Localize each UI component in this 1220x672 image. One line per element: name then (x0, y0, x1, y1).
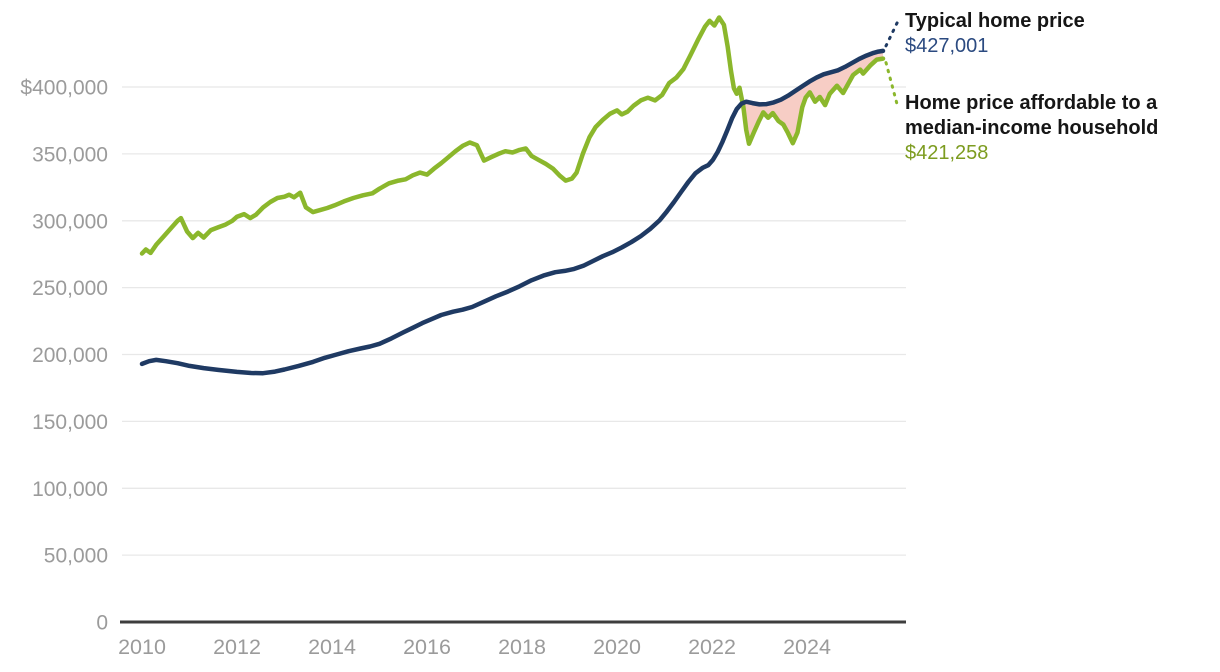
x-tick-label: 2022 (688, 635, 736, 659)
y-tick-label: $400,000 (20, 77, 108, 100)
typical-leader-line (884, 19, 900, 48)
y-tick-label: 200,000 (32, 344, 108, 367)
x-tick-label: 2012 (213, 635, 261, 659)
y-tick-label: 300,000 (32, 210, 108, 233)
annotation-typical-home-price: Typical home price $427,001 (905, 9, 1205, 59)
x-tick-label: 2018 (498, 635, 546, 659)
affordable-price-line (139, 15, 886, 256)
x-tick-label: 2010 (118, 635, 166, 659)
affordable-home-price-label: Home price affordable to a median-income… (905, 92, 1159, 139)
x-tick-label: 2014 (308, 635, 356, 659)
x-tick-label: 2024 (783, 635, 831, 659)
y-tick-label: 350,000 (32, 143, 108, 166)
typical-price-line (139, 48, 886, 376)
y-tick-label: 150,000 (32, 411, 108, 434)
y-tick-label: 50,000 (44, 545, 108, 568)
y-tick-label: 0 (96, 612, 108, 635)
affordable-leader-line (884, 61, 899, 106)
typical-home-price-value: $427,001 (905, 35, 989, 57)
y-tick-label: 100,000 (32, 478, 108, 501)
x-tick-label: 2016 (403, 635, 451, 659)
y-tick-label: 250,000 (32, 277, 108, 300)
typical-home-price-label: Typical home price (905, 10, 1085, 32)
x-tick-label: 2020 (593, 635, 641, 659)
annotation-affordable-home-price: Home price affordable to a median-income… (905, 91, 1197, 166)
affordable-home-price-value: $421,258 (905, 142, 989, 164)
